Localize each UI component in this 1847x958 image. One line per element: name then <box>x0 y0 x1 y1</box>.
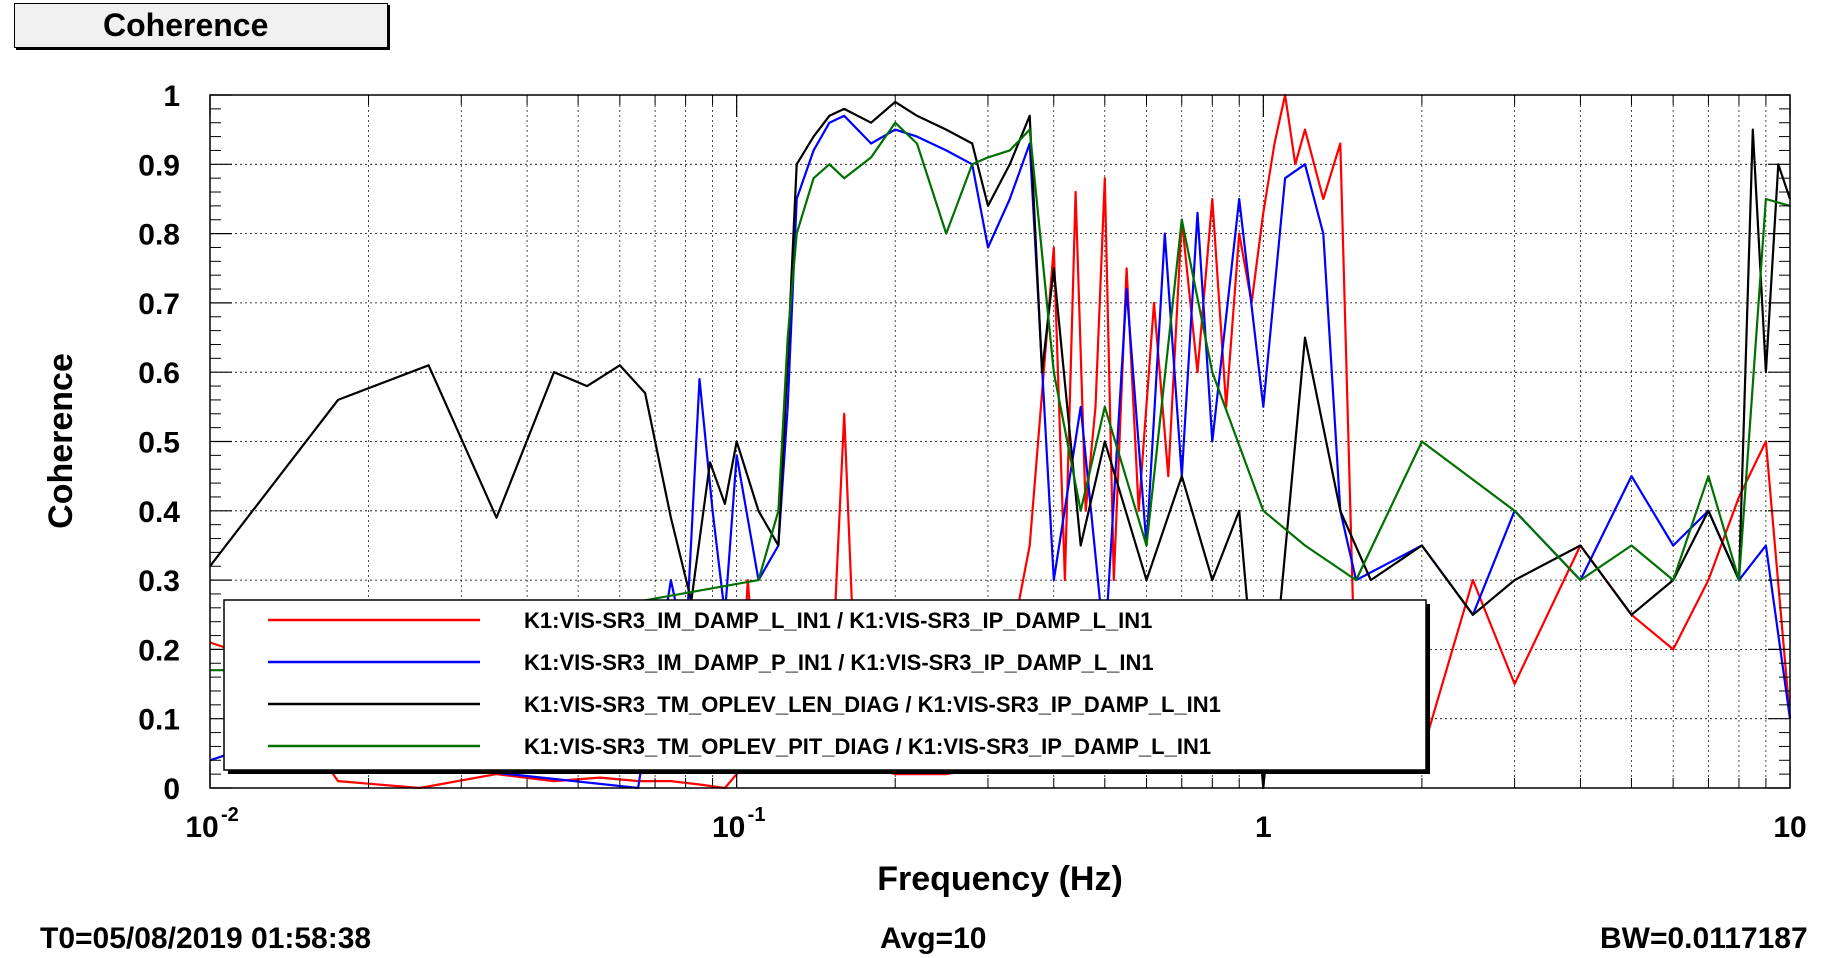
x-axis-title: Frequency (Hz) <box>877 860 1123 898</box>
y-tick-label: 0 <box>163 773 180 806</box>
footer-bw: BW=0.0117187 <box>1600 922 1808 955</box>
legend-label-3: K1:VIS-SR3_TM_OPLEV_LEN_DIAG / K1:VIS-SR… <box>524 692 1221 717</box>
footer-avg: Avg=10 <box>880 922 987 955</box>
footer-t0: T0=05/08/2019 01:58:38 <box>40 922 372 955</box>
y-tick-label: 0.9 <box>138 149 180 182</box>
legend-label-1: K1:VIS-SR3_IM_DAMP_L_IN1 / K1:VIS-SR3_IP… <box>524 608 1152 633</box>
legend-label-4: K1:VIS-SR3_TM_OPLEV_PIT_DIAG / K1:VIS-SR… <box>524 734 1211 759</box>
x-tick-label: 10 <box>1773 811 1806 844</box>
x-tick-label: 10 <box>185 811 218 844</box>
y-tick-label: 0.3 <box>138 565 180 598</box>
y-tick-label: 0.1 <box>138 704 180 737</box>
x-tick-label: 10 <box>712 811 745 844</box>
y-tick-label: 0.7 <box>138 288 180 321</box>
legend-box <box>223 599 1427 771</box>
y-tick-label: 0.6 <box>138 357 180 390</box>
y-tick-label: 0.4 <box>138 496 180 529</box>
legend: K1:VIS-SR3_IM_DAMP_L_IN1 / K1:VIS-SR3_IP… <box>223 599 1430 774</box>
legend-label-2: K1:VIS-SR3_IM_DAMP_P_IN1 / K1:VIS-SR3_IP… <box>524 650 1154 675</box>
x-tick-exponent: -2 <box>221 804 239 826</box>
x-tick-exponent: -1 <box>748 804 766 826</box>
series-line-4 <box>210 121 1791 672</box>
y-tick-label: 1 <box>163 80 180 113</box>
panel-title: Coherence <box>14 3 388 48</box>
y-tick-label: 0.2 <box>138 634 180 667</box>
y-tick-label: 0.5 <box>138 427 180 460</box>
y-tick-label: 0.8 <box>138 219 180 252</box>
y-axis-title: Coherence <box>42 353 80 529</box>
series-line-3 <box>209 100 1792 790</box>
x-tick-label: 1 <box>1255 811 1272 844</box>
